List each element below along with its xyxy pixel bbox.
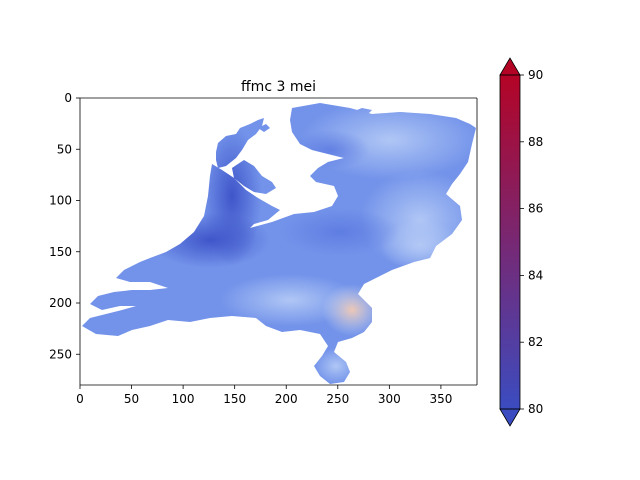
- x-tick-label: 200: [275, 392, 298, 406]
- x-tick-label: 100: [172, 392, 195, 406]
- colorbar-frame: [499, 74, 521, 410]
- x-tick-label: 150: [223, 392, 246, 406]
- colorbar-extend-top: [499, 57, 521, 76]
- x-tick-label: 350: [429, 392, 452, 406]
- axes-spines: [79, 97, 478, 386]
- colorbar-tick-label: 80: [528, 402, 543, 416]
- y-tick-label: 200: [49, 296, 72, 310]
- x-tick-label: 250: [326, 392, 349, 406]
- colorbar-tick-label: 86: [528, 202, 543, 216]
- colorbar-tick-label: 84: [528, 268, 543, 282]
- region-central: [280, 208, 400, 256]
- y-tick-label: 50: [57, 142, 72, 156]
- y-tick-label: 100: [49, 194, 72, 208]
- y-tick-label: 0: [64, 91, 72, 105]
- y-tick-label: 250: [49, 347, 72, 361]
- x-tick-label: 300: [378, 392, 401, 406]
- colorbar-ticks: 80 82 84 86 88 90: [520, 68, 543, 416]
- x-tick-label: 50: [124, 392, 139, 406]
- map-title: ffmc 3 mei: [241, 79, 316, 95]
- x-tick-label: 0: [76, 392, 84, 406]
- colorbar: 80 82 84 86 88 90: [499, 57, 543, 427]
- x-axis-ticks: 0 50 100 150 200 250 300 350: [76, 385, 452, 406]
- colorbar-gradient: [500, 75, 520, 409]
- colorbar-extend-bottom: [499, 408, 521, 427]
- map-plot-area: [80, 98, 477, 385]
- y-tick-label: 150: [49, 245, 72, 259]
- colorbar-tick-label: 90: [528, 68, 543, 82]
- colorbar-tick-label: 88: [528, 135, 543, 149]
- y-axis-ticks: 0 50 100 150 200 250: [49, 91, 80, 361]
- colorbar-tick-label: 82: [528, 335, 543, 349]
